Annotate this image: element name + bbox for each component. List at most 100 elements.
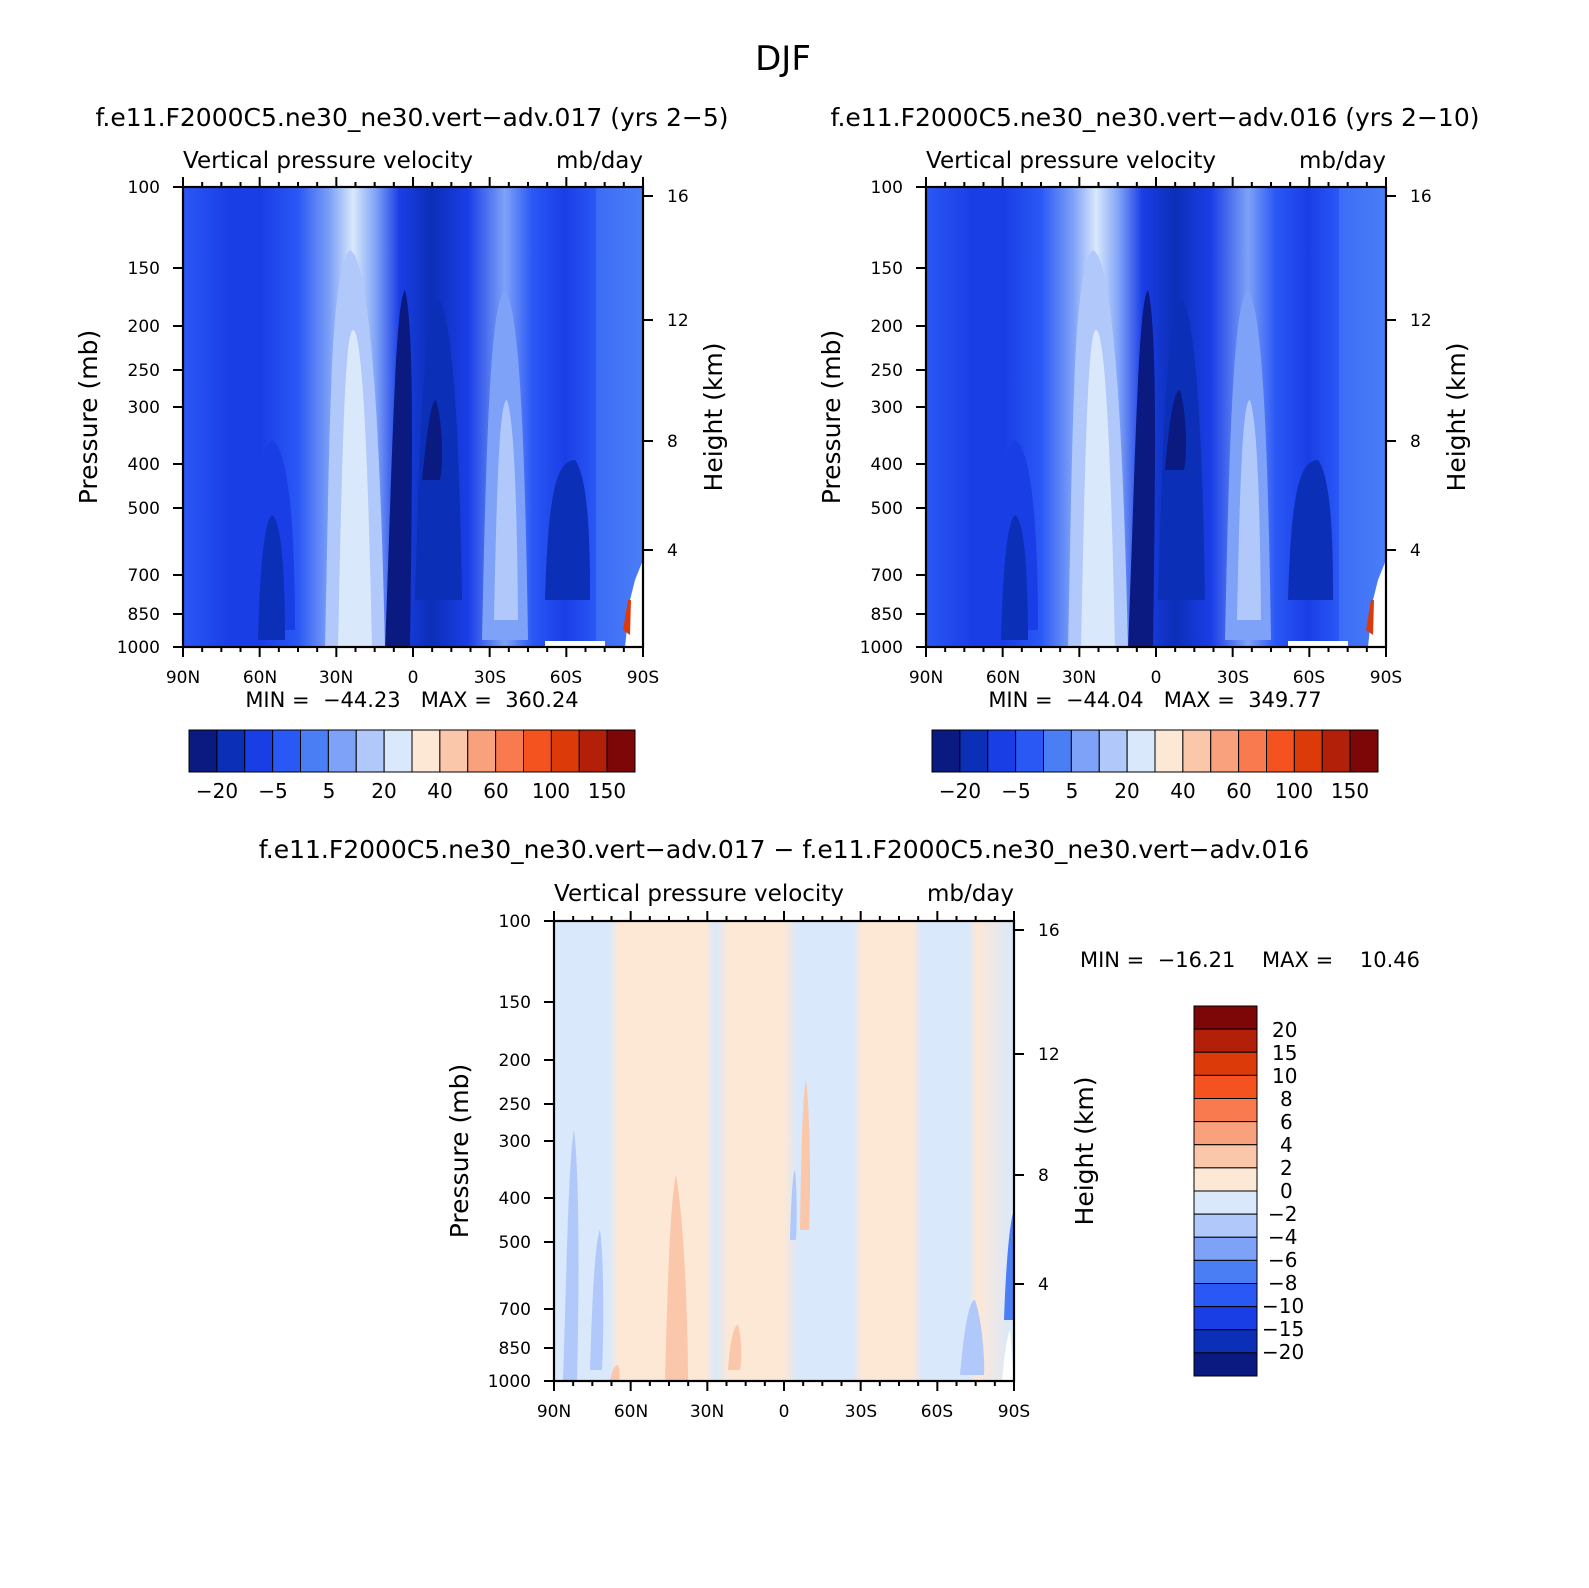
colorbar-label: 150: [588, 779, 626, 803]
panel-1-y-tick-labels: 100 150 200 250 300 400 500 700 850 1000: [117, 178, 160, 658]
colorbar-swatch: [411, 729, 441, 773]
colorbar-label: 0: [1280, 1179, 1293, 1203]
colorbar-label: 10: [1272, 1064, 1297, 1088]
height-tick-label: 4: [667, 541, 678, 561]
colorbar-swatch: [1193, 1352, 1258, 1377]
panel-1-units: mb/day: [556, 148, 643, 174]
x-tick-label: 30S: [1217, 668, 1249, 688]
height-tick-label: 16: [1038, 921, 1060, 941]
panel-3-ylabel: Pressure (mb): [445, 1064, 474, 1238]
colorbar-label: 20: [371, 779, 396, 803]
y-tick-label: 1000: [860, 638, 903, 658]
height-tick-label: 12: [1038, 1045, 1060, 1065]
y-tick-label: 200: [128, 317, 160, 337]
colorbar-swatch: [1193, 1167, 1258, 1192]
colorbar-swatch: [1193, 1144, 1258, 1169]
colorbar-swatch: [550, 729, 580, 773]
colorbar-swatch: [495, 729, 524, 773]
colorbar-swatch: [523, 729, 552, 773]
panel-3-case-title: f.e11.F2000C5.ne30_ne30.vert−adv.017 − f…: [259, 835, 1309, 864]
colorbar-label: −5: [1001, 779, 1030, 803]
height-tick-label: 4: [1410, 541, 1421, 561]
colorbar-swatch: [1126, 729, 1156, 773]
panel-3-colorbar-labels: 20 15 10 8 6 4 2 0 −2 −4 −6 −8 −10 −15 −…: [1262, 1018, 1304, 1364]
y-tick-label: 200: [499, 1051, 531, 1071]
colorbar-swatch: [1238, 729, 1267, 773]
panel-2-field: [926, 187, 1386, 647]
colorbar-label: 5: [1066, 779, 1079, 803]
panel-1-ylabel: Pressure (mb): [74, 330, 103, 504]
colorbar-swatch: [1193, 1213, 1258, 1238]
x-tick-label: 90N: [537, 1402, 571, 1422]
y-tick-label: 100: [128, 178, 160, 198]
height-tick-label: 8: [1038, 1166, 1049, 1186]
panel-2-stats: MIN = −44.04 MAX = 349.77: [988, 688, 1321, 712]
panel-1-right-ylabel: Height (km): [699, 343, 728, 492]
x-tick-label: 30N: [690, 1402, 724, 1422]
panel-1-right-tick-labels: 16 12 8 4: [667, 187, 689, 561]
colorbar-swatch: [216, 729, 246, 773]
y-tick-label: 500: [128, 499, 160, 519]
colorbar-label: −10: [1262, 1294, 1304, 1318]
x-tick-label: 0: [1151, 668, 1162, 688]
colorbar-swatch: [300, 729, 329, 773]
season-title: DJF: [755, 39, 811, 79]
y-tick-label: 150: [871, 259, 903, 279]
colorbar-swatch: [244, 729, 274, 773]
colorbar-label: 2: [1280, 1156, 1293, 1180]
height-tick-label: 16: [667, 187, 689, 207]
colorbar-swatch: [1266, 729, 1295, 773]
colorbar-label: −2: [1268, 1202, 1297, 1226]
height-tick-label: 4: [1038, 1275, 1049, 1295]
colorbar-swatch: [931, 729, 961, 773]
panel-3-right-ylabel: Height (km): [1070, 1077, 1099, 1226]
colorbar-swatch: [987, 729, 1017, 773]
y-tick-label: 850: [128, 605, 160, 625]
colorbar-label: −6: [1268, 1248, 1297, 1272]
colorbar-swatch: [188, 729, 218, 773]
y-tick-label: 850: [499, 1339, 531, 1359]
panel-2-right-ylabel: Height (km): [1442, 343, 1471, 492]
x-tick-label: 60N: [986, 668, 1020, 688]
colorbar-label: −20: [939, 779, 981, 803]
y-tick-label: 1000: [488, 1372, 531, 1392]
y-tick-label: 400: [871, 455, 903, 475]
y-tick-label: 500: [499, 1233, 531, 1253]
panel-1-stats: MIN = −44.23 MAX = 360.24: [245, 688, 578, 712]
y-tick-label: 200: [871, 317, 903, 337]
panel-3-units: mb/day: [927, 881, 1014, 907]
height-tick-label: 8: [667, 432, 678, 452]
panel-3-y-tick-labels: 100 150 200 250 300 400 500 700 850 1000: [488, 912, 531, 1392]
colorbar-label: −5: [258, 779, 287, 803]
height-tick-label: 12: [1410, 311, 1432, 331]
colorbar-swatch: [272, 729, 301, 773]
colorbar-swatch: [1043, 729, 1072, 773]
panel-1-field: [183, 187, 643, 647]
colorbar-label: 5: [323, 779, 336, 803]
colorbar-swatch: [467, 729, 497, 773]
x-tick-label: 90S: [1370, 668, 1402, 688]
colorbar-swatch: [1154, 729, 1184, 773]
y-tick-label: 700: [871, 566, 903, 586]
colorbar-swatch: [1182, 729, 1212, 773]
colorbar-label: −15: [1262, 1317, 1304, 1341]
y-tick-label: 150: [499, 993, 531, 1013]
y-tick-label: 300: [499, 1132, 531, 1152]
y-tick-label: 400: [499, 1189, 531, 1209]
height-tick-label: 12: [667, 311, 689, 331]
colorbar-label: 8: [1280, 1087, 1293, 1111]
colorbar-swatch: [1193, 1283, 1258, 1308]
x-tick-label: 60S: [550, 668, 582, 688]
colorbar-label: 40: [1170, 779, 1195, 803]
panel-1: f.e11.F2000C5.ne30_ne30.vert−adv.017 (yr…: [74, 103, 729, 803]
x-tick-label: 60N: [243, 668, 277, 688]
y-tick-label: 850: [871, 605, 903, 625]
y-tick-label: 500: [871, 499, 903, 519]
panel-2: f.e11.F2000C5.ne30_ne30.vert−adv.016 (yr…: [817, 103, 1479, 803]
x-tick-label: 90N: [909, 668, 943, 688]
colorbar-label: 40: [427, 779, 452, 803]
panel-1-colorbar-labels: −20 −5 5 20 40 60 100 150: [196, 779, 626, 803]
colorbar-swatch: [1015, 729, 1044, 773]
panel-2-y-tick-labels: 100 150 200 250 300 400 500 700 850 1000: [860, 178, 903, 658]
